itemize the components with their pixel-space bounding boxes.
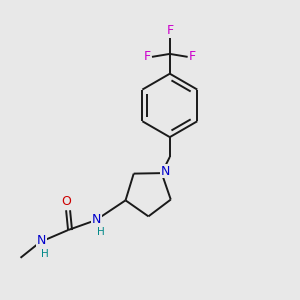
Text: N: N (161, 165, 170, 178)
Text: N: N (92, 213, 101, 226)
Text: F: F (144, 50, 151, 63)
Text: F: F (189, 50, 196, 63)
Text: F: F (166, 24, 173, 37)
Text: H: H (97, 227, 105, 237)
Text: N: N (37, 235, 46, 248)
Text: O: O (61, 195, 71, 208)
Text: H: H (41, 249, 49, 259)
